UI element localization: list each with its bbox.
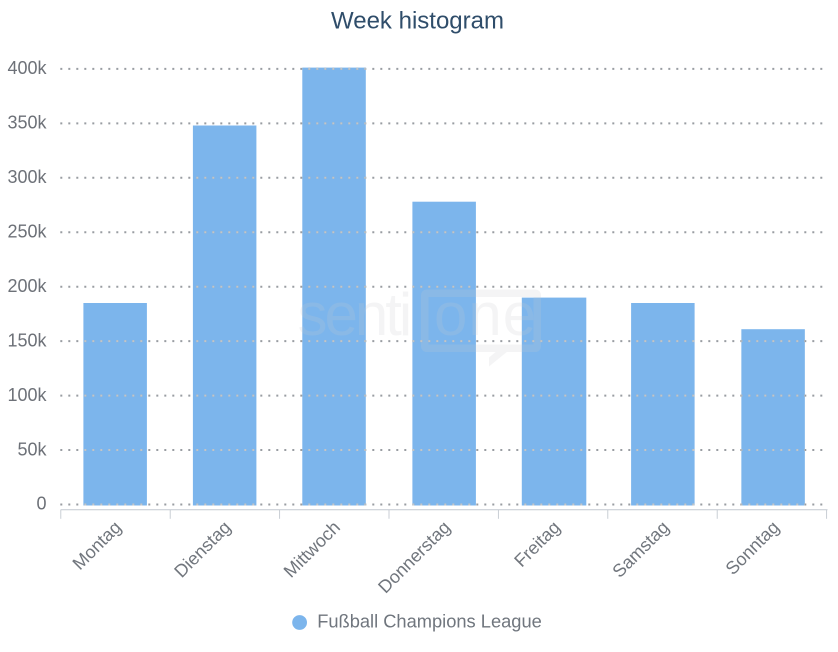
svg-text:350k: 350k xyxy=(7,113,47,133)
svg-text:300k: 300k xyxy=(7,167,47,187)
svg-text:400k: 400k xyxy=(7,58,47,78)
svg-text:200k: 200k xyxy=(7,276,47,296)
svg-text:senti: senti xyxy=(298,281,410,348)
svg-text:0: 0 xyxy=(36,494,46,514)
svg-text:one: one xyxy=(434,281,537,348)
svg-text:50k: 50k xyxy=(17,439,47,459)
svg-text:Week histogram: Week histogram xyxy=(331,8,504,35)
svg-text:Fußball Champions League: Fußball Champions League xyxy=(317,610,542,631)
svg-text:100k: 100k xyxy=(7,385,47,405)
svg-text:250k: 250k xyxy=(7,221,47,241)
svg-text:150k: 150k xyxy=(7,330,47,350)
